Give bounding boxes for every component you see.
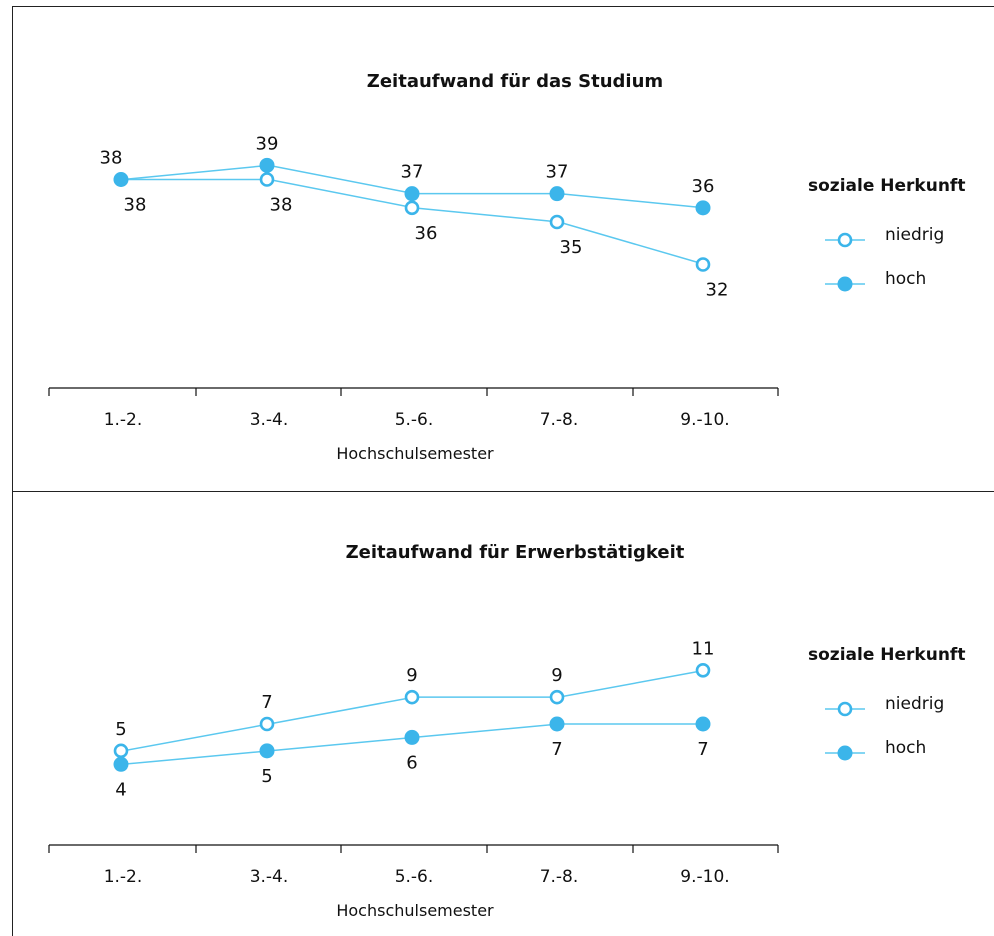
chart-title: Zeitaufwand für Erwerbstätigkeit	[346, 542, 685, 563]
marker-hoch	[549, 186, 565, 202]
chart-title: Zeitaufwand für das Studium	[367, 71, 663, 92]
marker-niedrig	[695, 257, 711, 272]
data-label-hoch: 7	[697, 739, 708, 760]
x-tick-label: 5.-6.	[395, 867, 434, 887]
data-label-niedrig: 9	[551, 665, 562, 686]
legend-title: soziale Herkunft	[808, 645, 965, 665]
legend-marker-hoch	[837, 745, 853, 761]
x-tick-label: 1.-2.	[104, 867, 143, 887]
legend: soziale Herkunft niedrig hoch	[808, 176, 965, 292]
data-label-niedrig: 7	[261, 692, 272, 713]
data-label-niedrig: 11	[692, 638, 715, 659]
x-tick-label: 9.-10.	[680, 867, 729, 887]
chart-employment-time: Zeitaufwand für Erwerbstätigkeit 5 7 9 9 11 4 5…	[48, 542, 965, 920]
data-label-hoch: 37	[401, 162, 424, 183]
x-tick-label: 7.-8.	[540, 867, 579, 887]
chart-panel-employment-time: Zeitaufwand für Erwerbstätigkeit 5 7 9 9 11 4 5…	[12, 490, 994, 936]
legend-label-hoch: hoch	[885, 269, 926, 289]
legend: soziale Herkunft niedrig hoch	[808, 645, 965, 761]
marker-hoch	[113, 172, 129, 187]
legend-marker-niedrig	[837, 701, 853, 717]
marker-hoch	[695, 716, 711, 732]
x-tick-label: 1.-2.	[104, 410, 143, 430]
x-tick-label: 9.-10.	[680, 410, 729, 430]
marker-hoch	[259, 157, 275, 173]
legend-label-niedrig: niedrig	[885, 225, 944, 245]
data-label-hoch: 6	[406, 752, 417, 773]
legend-marker-hoch	[837, 276, 853, 292]
data-label-hoch: 7	[551, 739, 562, 760]
x-tick-label: 5.-6.	[395, 410, 434, 430]
data-label-niedrig: 32	[706, 280, 729, 301]
marker-niedrig	[549, 689, 565, 705]
data-label-hoch: 39	[256, 133, 279, 154]
data-label-niedrig: 38	[270, 195, 293, 216]
legend-marker-niedrig	[837, 232, 853, 248]
chart-study-time: Zeitaufwand für das Studium 38 39 37 37 36 38 3…	[48, 71, 965, 463]
marker-hoch	[695, 200, 711, 216]
data-label-hoch: 4	[115, 779, 126, 800]
data-label-niedrig: 5	[115, 719, 126, 740]
data-label-hoch: 38	[100, 148, 123, 169]
marker-niedrig	[113, 743, 129, 759]
data-label-niedrig: 38	[124, 195, 147, 216]
data-label-hoch: 37	[546, 162, 569, 183]
marker-niedrig	[404, 689, 420, 705]
x-axis-label: Hochschulsemester	[336, 444, 494, 463]
x-axis-label: Hochschulsemester	[336, 901, 494, 920]
x-tick-label: 3.-4.	[250, 410, 289, 430]
legend-label-niedrig: niedrig	[885, 694, 944, 714]
marker-niedrig	[259, 172, 275, 187]
marker-niedrig	[259, 716, 275, 732]
data-label-hoch: 36	[692, 176, 715, 197]
marker-niedrig	[695, 662, 711, 678]
marker-niedrig	[549, 214, 565, 230]
legend-title: soziale Herkunft	[808, 176, 965, 196]
marker-hoch	[259, 743, 275, 759]
legend-label-hoch: hoch	[885, 738, 926, 758]
marker-hoch	[113, 756, 129, 772]
data-label-niedrig: 9	[406, 665, 417, 686]
x-tick-label: 3.-4.	[250, 867, 289, 887]
marker-hoch	[404, 186, 420, 202]
data-label-hoch: 5	[261, 766, 272, 787]
marker-niedrig	[404, 200, 420, 216]
chart-panel-study-time: Zeitaufwand für das Studium 38 39 37 37 36 38 3…	[12, 6, 994, 492]
x-tick-label: 7.-8.	[540, 410, 579, 430]
data-label-niedrig: 35	[560, 237, 583, 258]
marker-hoch	[404, 729, 420, 745]
data-label-niedrig: 36	[415, 223, 438, 244]
marker-hoch	[549, 716, 565, 732]
